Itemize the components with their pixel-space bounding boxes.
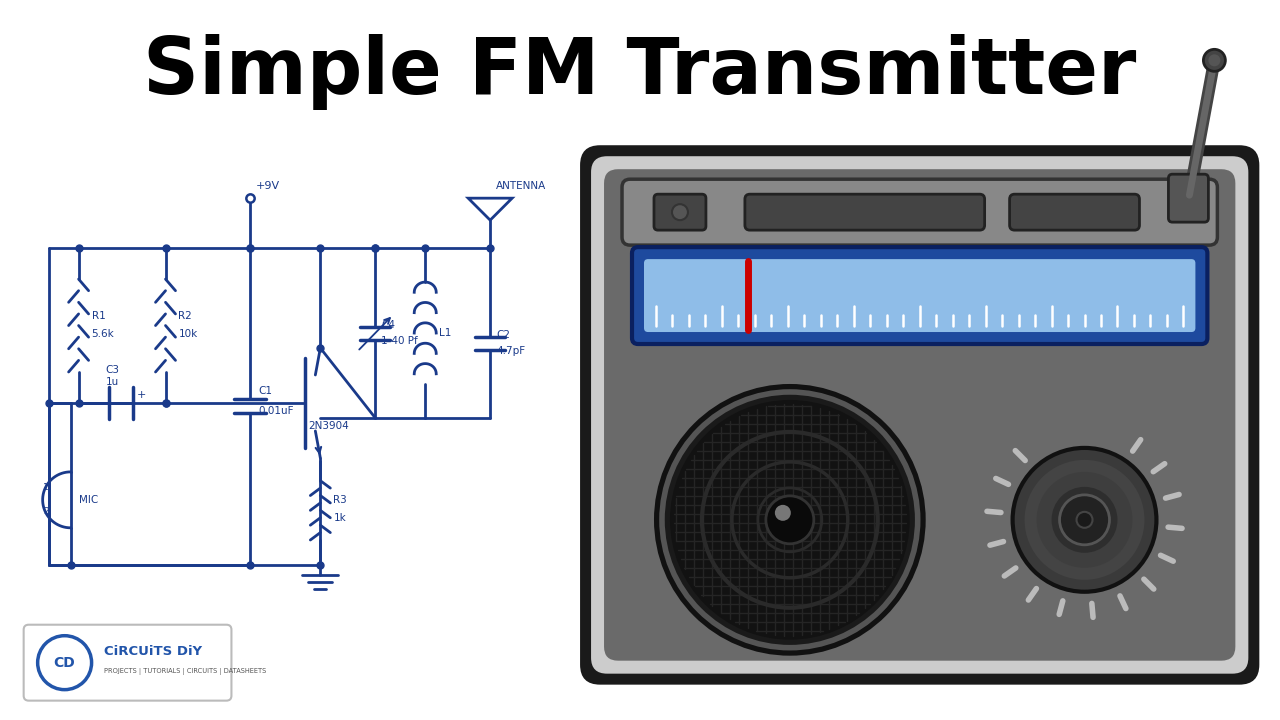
Text: 5.6k: 5.6k — [92, 328, 114, 338]
Text: R2: R2 — [178, 310, 192, 320]
Circle shape — [1208, 54, 1220, 66]
FancyBboxPatch shape — [745, 194, 984, 230]
Text: C3: C3 — [105, 365, 119, 375]
FancyBboxPatch shape — [654, 194, 707, 230]
FancyBboxPatch shape — [1169, 174, 1208, 222]
Circle shape — [1016, 452, 1152, 588]
Text: L1: L1 — [439, 328, 452, 338]
FancyBboxPatch shape — [632, 247, 1207, 344]
Text: 1k: 1k — [333, 513, 346, 523]
FancyBboxPatch shape — [580, 145, 1260, 685]
Text: Simple FM Transmitter: Simple FM Transmitter — [143, 35, 1137, 110]
Circle shape — [662, 392, 918, 648]
Text: 1-40 Pf: 1-40 Pf — [381, 336, 419, 346]
Text: 4.7pF: 4.7pF — [497, 346, 525, 356]
Text: ANTENNA: ANTENNA — [497, 181, 547, 192]
Text: 1: 1 — [44, 483, 49, 492]
Text: 1u: 1u — [106, 377, 119, 387]
Text: CD: CD — [54, 656, 76, 670]
Circle shape — [765, 496, 814, 544]
Text: R1: R1 — [92, 310, 105, 320]
FancyBboxPatch shape — [1010, 194, 1139, 230]
Text: R3: R3 — [333, 495, 347, 505]
Circle shape — [1024, 460, 1144, 580]
FancyBboxPatch shape — [622, 179, 1217, 245]
Circle shape — [669, 400, 910, 639]
Circle shape — [672, 204, 687, 220]
FancyBboxPatch shape — [604, 169, 1235, 661]
Text: C2: C2 — [497, 330, 511, 340]
Text: 10k: 10k — [178, 328, 197, 338]
Text: CiRCUiTS DiY: CiRCUiTS DiY — [104, 645, 202, 658]
Text: 2: 2 — [44, 508, 49, 516]
Circle shape — [1037, 472, 1133, 568]
Circle shape — [660, 390, 920, 649]
Text: C1: C1 — [259, 387, 273, 397]
Circle shape — [1012, 448, 1156, 592]
Text: +9V: +9V — [256, 181, 279, 192]
Circle shape — [1076, 512, 1093, 528]
FancyBboxPatch shape — [591, 156, 1248, 674]
Text: +: + — [137, 390, 146, 400]
Circle shape — [1203, 50, 1225, 71]
Text: PROJECTS | TUTORIALS | CIRCUITS | DATASHEETS: PROJECTS | TUTORIALS | CIRCUITS | DATASH… — [104, 668, 266, 675]
Text: 0.01uF: 0.01uF — [259, 407, 294, 416]
Text: 2N3904: 2N3904 — [308, 421, 349, 431]
Circle shape — [654, 384, 925, 656]
Circle shape — [1060, 495, 1110, 545]
Text: MIC: MIC — [78, 495, 97, 505]
Circle shape — [1052, 487, 1117, 553]
Circle shape — [774, 505, 791, 521]
FancyBboxPatch shape — [644, 259, 1196, 332]
FancyBboxPatch shape — [23, 625, 232, 701]
Circle shape — [37, 636, 92, 690]
Text: C4: C4 — [381, 320, 396, 330]
